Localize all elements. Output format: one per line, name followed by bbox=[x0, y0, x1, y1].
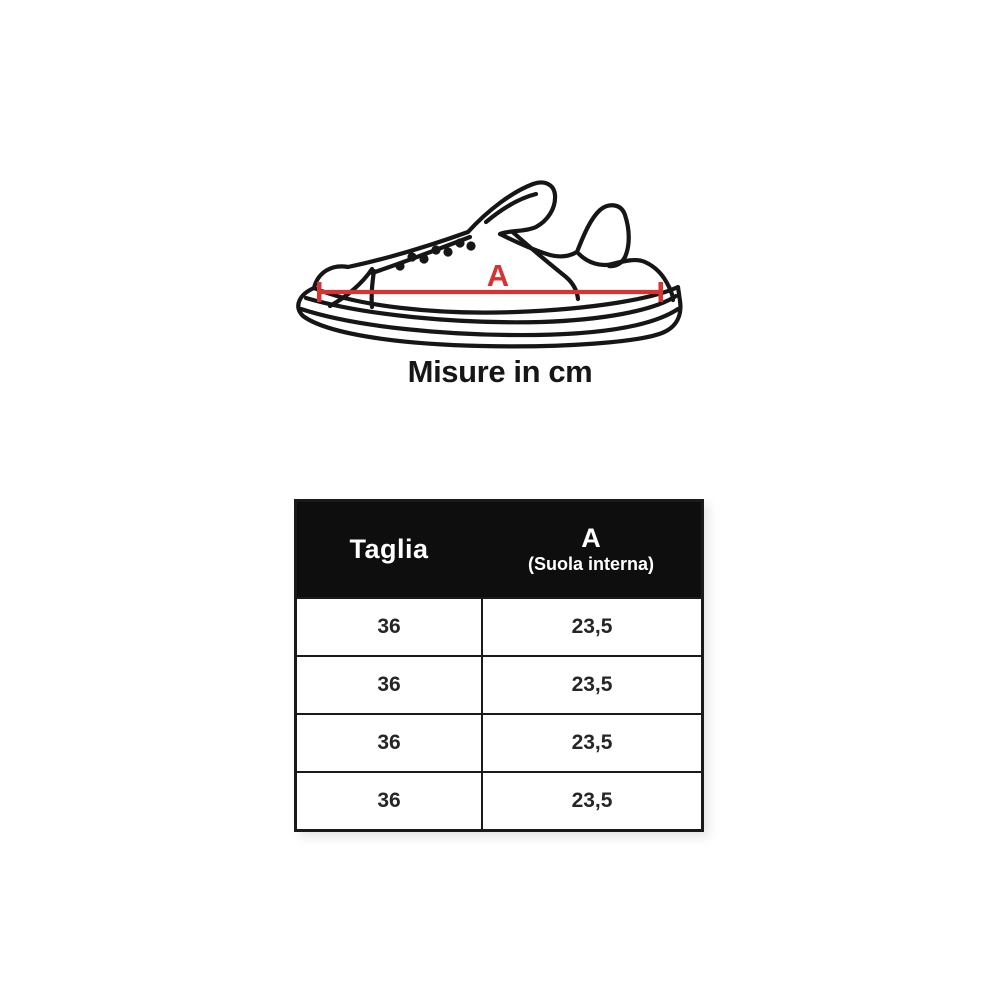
table-row: 36 23,5 bbox=[297, 713, 701, 771]
header-taglia: Taglia bbox=[349, 534, 429, 564]
sole-outline bbox=[296, 284, 683, 349]
measurement-tick-left bbox=[317, 282, 322, 302]
measurement-label-a: A bbox=[487, 258, 509, 293]
vamp-seam bbox=[369, 268, 377, 310]
measurement-line-a: A bbox=[317, 258, 663, 302]
sneaker-line-art: A bbox=[296, 180, 683, 349]
table-row: 36 23,5 bbox=[297, 655, 701, 713]
tongue-fold-line bbox=[483, 191, 539, 225]
size-cell: 36 bbox=[297, 657, 483, 713]
measure-cell: 23,5 bbox=[571, 673, 613, 696]
table-row: 36 23,5 bbox=[297, 771, 701, 829]
quarter-seam bbox=[503, 223, 581, 302]
header-measure-a: A (Suola interna) bbox=[481, 523, 701, 576]
size-cell: 36 bbox=[297, 773, 483, 829]
header-measure-a-letter: A bbox=[581, 523, 601, 553]
midsole-line-upper bbox=[303, 293, 679, 325]
size-chart-table: Taglia A (Suola interna) 36 23,5 36 23,5… bbox=[294, 499, 704, 832]
tongue-outline bbox=[465, 180, 558, 237]
sneaker-measurement-diagram: A bbox=[290, 160, 710, 360]
size-cell: 36 bbox=[297, 599, 483, 655]
midsole-line-lower bbox=[298, 306, 681, 338]
measure-cell: 23,5 bbox=[571, 731, 613, 754]
toe-cap-seam bbox=[327, 266, 375, 309]
header-measure-a-subtitle: (Suola interna) bbox=[527, 554, 654, 574]
measurement-tick-right bbox=[658, 282, 663, 302]
measure-cell: 23,5 bbox=[571, 789, 613, 812]
units-caption: Misure in cm bbox=[407, 354, 593, 389]
table-header-row: Taglia A (Suola interna) bbox=[297, 502, 701, 597]
size-cell: 36 bbox=[297, 715, 483, 771]
collar-topline bbox=[497, 231, 580, 259]
lace-dots bbox=[395, 238, 476, 271]
measure-cell: 23,5 bbox=[571, 615, 613, 638]
eyelet-stay-edge bbox=[369, 234, 473, 276]
heel-overlay-wave bbox=[576, 251, 676, 303]
table-row: 36 23,5 bbox=[297, 597, 701, 655]
upper-silhouette bbox=[311, 229, 471, 291]
